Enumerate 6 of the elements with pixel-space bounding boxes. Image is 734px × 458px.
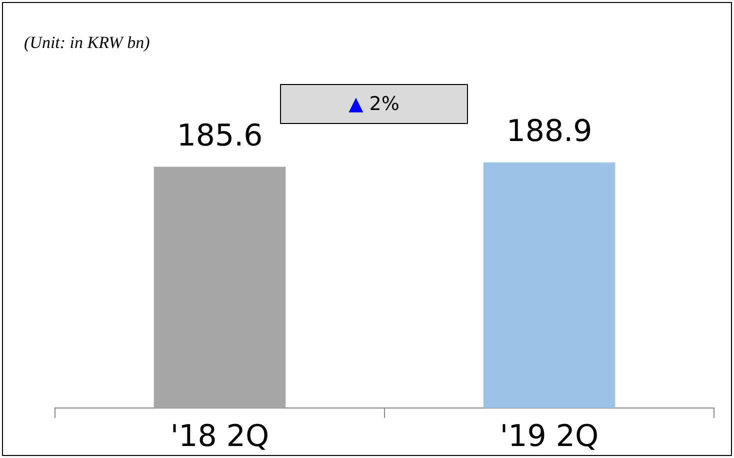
data-label: 185.6 (176, 118, 263, 154)
callout-box: ▲ 2% (280, 84, 468, 124)
x-tick-label: '19 2Q (500, 418, 599, 454)
data-label: 188.9 (506, 114, 592, 150)
x-tick-label: '18 2Q (170, 418, 270, 454)
text: (Unit: in KRW bn) (24, 33, 150, 53)
